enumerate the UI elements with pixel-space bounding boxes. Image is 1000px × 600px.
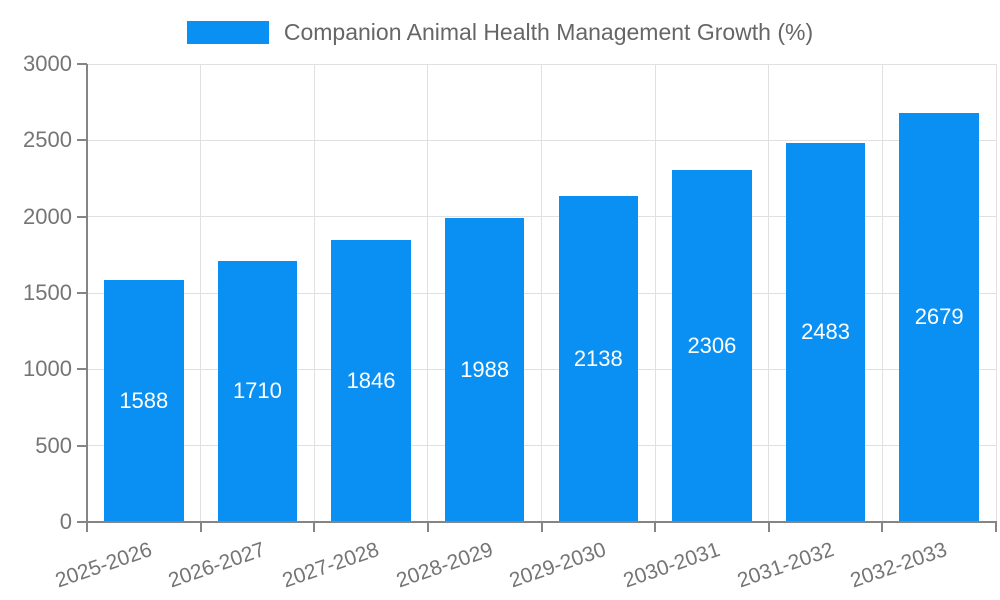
- y-axis-line: [86, 64, 88, 522]
- y-tick-label: 2500: [23, 127, 72, 153]
- x-tick-label: 2028-2029: [393, 538, 496, 593]
- v-gridline: [427, 64, 429, 522]
- x-axis-line: [86, 521, 997, 523]
- y-tick: [77, 215, 87, 218]
- legend-label: Companion Animal Health Management Growt…: [283, 19, 814, 45]
- y-tick-label: 0: [59, 509, 72, 534]
- bar-value-label: 1846: [346, 368, 396, 394]
- x-tick-label: 2031-2032: [734, 538, 837, 593]
- y-tick-label: 2000: [23, 203, 72, 229]
- y-tick: [77, 139, 87, 142]
- bar-value-label: 1988: [460, 357, 510, 383]
- y-tick-label: 1500: [23, 280, 72, 305]
- x-tick-label: 2025-2026: [52, 538, 155, 593]
- x-tick-label: 2032-2033: [847, 538, 951, 593]
- x-tick: [881, 522, 884, 532]
- x-tick: [313, 522, 316, 532]
- bar-value-label: 2483: [801, 319, 851, 345]
- v-gridline: [768, 64, 770, 522]
- x-tick: [540, 522, 543, 532]
- x-tick: [426, 522, 429, 532]
- y-tick: [77, 368, 87, 371]
- bar: 2483: [785, 142, 866, 522]
- y-tick: [77, 292, 87, 294]
- bar: 1988: [444, 218, 525, 522]
- bar: 1846: [331, 240, 411, 522]
- legend: Companion Animal Health Management Growt…: [0, 19, 1000, 46]
- x-tick-label: 2027-2028: [279, 538, 382, 593]
- bar: 1710: [217, 260, 298, 522]
- bar: 2138: [558, 195, 639, 522]
- y-tick: [77, 521, 87, 523]
- x-tick: [654, 522, 657, 532]
- y-tick-label: 500: [35, 432, 72, 458]
- y-tick: [77, 63, 87, 65]
- bar-value-label: 2138: [573, 345, 623, 371]
- bar: 1588: [104, 279, 184, 522]
- y-tick-label: 1000: [23, 356, 72, 382]
- v-gridline: [654, 64, 656, 522]
- bar: 2679: [899, 113, 979, 522]
- y-tick-label: 3000: [23, 51, 72, 76]
- v-gridline: [200, 64, 202, 522]
- bar-value-label: 2679: [914, 304, 964, 330]
- legend-swatch: [186, 21, 269, 44]
- x-tick: [199, 522, 202, 532]
- x-tick-label: 2030-2031: [620, 538, 723, 593]
- x-tick-label: 2029-2030: [506, 538, 610, 593]
- v-gridline: [881, 64, 883, 522]
- y-tick: [77, 444, 87, 447]
- v-gridline: [995, 64, 997, 522]
- x-tick-label: 2026-2027: [165, 538, 269, 593]
- x-tick: [86, 522, 88, 532]
- x-tick: [767, 522, 770, 532]
- bar: 2306: [672, 169, 752, 522]
- v-gridline: [541, 64, 542, 522]
- bar-value-label: 1710: [232, 378, 282, 404]
- v-gridline: [313, 64, 315, 522]
- bar-value-label: 1588: [119, 387, 169, 413]
- bar-value-label: 2306: [687, 332, 737, 358]
- x-tick: [995, 522, 997, 532]
